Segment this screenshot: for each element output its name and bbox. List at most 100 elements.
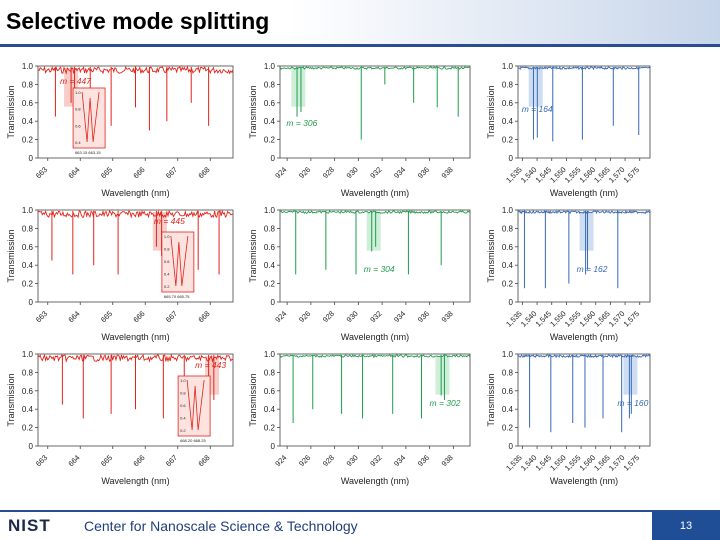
x-tick-label: 930 bbox=[345, 165, 360, 180]
x-tick-label: 930 bbox=[345, 309, 360, 324]
transmission-trace bbox=[37, 209, 234, 219]
spectra-figure-grid: 0 0.2 0.4 0.6 0.8 1.0 663 664 665 666 667 668 Wavele… bbox=[6, 62, 651, 486]
transmission-trace bbox=[517, 209, 651, 215]
mode-highlight bbox=[291, 68, 306, 107]
y-tick-label: 0.6 bbox=[502, 243, 514, 252]
mode-label: m = 447 bbox=[60, 76, 91, 86]
y-tick-label: 0 bbox=[509, 442, 514, 451]
spectrum-panel: 0 0.2 0.4 0.6 0.8 1.0 924 926 928 930 932 934 936 938… bbox=[248, 206, 471, 342]
y-tick-label: 0.6 bbox=[264, 243, 276, 252]
y-tick-label: 0.2 bbox=[264, 280, 276, 289]
x-tick-label: 664 bbox=[66, 453, 81, 468]
y-tick-label: 0.8 bbox=[502, 80, 514, 89]
y-tick-label: 0.6 bbox=[502, 99, 514, 108]
mode-label: m = 306 bbox=[286, 118, 317, 128]
x-axis-label: Wavelength (nm) bbox=[550, 188, 618, 198]
x-tick-label: 668 bbox=[196, 309, 211, 324]
mode-highlight bbox=[528, 68, 543, 107]
x-tick-label: 926 bbox=[297, 309, 312, 324]
plot-frame bbox=[37, 209, 234, 303]
mode-highlight bbox=[366, 212, 381, 251]
x-tick-label: 936 bbox=[416, 453, 431, 468]
y-tick-label: 0.4 bbox=[264, 117, 276, 126]
x-tick-label: 938 bbox=[440, 165, 455, 180]
x-axis-label: Wavelength (nm) bbox=[550, 476, 618, 486]
x-tick-label: 666 bbox=[131, 165, 146, 180]
x-tick-label: 666 bbox=[131, 453, 146, 468]
x-axis-label: Wavelength (nm) bbox=[550, 332, 618, 342]
inset-y-label: 0.6 bbox=[164, 259, 170, 264]
x-tick-label: 924 bbox=[273, 165, 288, 180]
inset-x-label: 663.15 663.15 bbox=[75, 150, 101, 155]
plot-frame bbox=[279, 65, 471, 159]
y-tick-label: 0.8 bbox=[264, 80, 276, 89]
inset-y-label: 1.0 bbox=[180, 378, 186, 383]
x-tick-label: 932 bbox=[368, 309, 383, 324]
inset-trace bbox=[186, 379, 205, 431]
y-tick-label: 0.4 bbox=[502, 405, 514, 414]
y-tick-label: 0.2 bbox=[502, 280, 514, 289]
y-tick-label: 0.4 bbox=[502, 261, 514, 270]
transmission-trace bbox=[279, 210, 471, 215]
x-tick-label: 1,575 bbox=[622, 453, 642, 473]
inset-y-label: 0.6 bbox=[180, 403, 186, 408]
footer-divider bbox=[0, 510, 720, 512]
x-axis-label: Wavelength (nm) bbox=[341, 476, 409, 486]
x-tick-label: 665 bbox=[99, 453, 114, 468]
y-axis-label: Transmission bbox=[486, 229, 496, 282]
mode-highlight bbox=[579, 212, 594, 251]
y-axis-label: Transmission bbox=[6, 85, 16, 138]
y-tick-label: 0.4 bbox=[264, 405, 276, 414]
y-tick-label: 1.0 bbox=[22, 62, 34, 71]
spectrum-panel: 0 0.2 0.4 0.6 0.8 1.0 924 926 928 930 932 934 936 938… bbox=[248, 350, 471, 486]
footer-center-name: Center for Nanoscale Science & Technolog… bbox=[84, 518, 358, 534]
y-axis-label: Transmission bbox=[248, 373, 258, 426]
inset-y-label: 0.4 bbox=[75, 140, 81, 145]
x-tick-label: 665 bbox=[99, 309, 114, 324]
y-tick-label: 1.0 bbox=[22, 206, 34, 215]
y-tick-label: 0.6 bbox=[264, 387, 276, 396]
transmission-trace bbox=[518, 65, 651, 71]
spectrum-panel: 00.20.40.60.81.01,5351,5401,5451,5501,55… bbox=[486, 350, 651, 486]
inset-trace bbox=[81, 91, 100, 143]
y-tick-label: 0.8 bbox=[264, 368, 276, 377]
y-tick-label: 0.6 bbox=[22, 387, 34, 396]
transmission-trace bbox=[279, 66, 471, 70]
plot-frame bbox=[279, 353, 471, 447]
y-tick-label: 0 bbox=[271, 154, 276, 163]
x-tick-label: 664 bbox=[66, 309, 81, 324]
y-tick-label: 0.4 bbox=[22, 405, 34, 414]
y-tick-label: 0 bbox=[271, 298, 276, 307]
x-tick-label: 928 bbox=[321, 453, 336, 468]
y-tick-label: 0.8 bbox=[22, 224, 34, 233]
mode-highlight bbox=[435, 356, 450, 395]
y-axis-label: Transmission bbox=[486, 85, 496, 138]
y-tick-label: 1.0 bbox=[264, 206, 276, 215]
y-tick-label: 0.2 bbox=[502, 424, 514, 433]
mode-label: m = 304 bbox=[364, 264, 395, 274]
x-tick-label: 668 bbox=[196, 453, 211, 468]
x-tick-label: 1,575 bbox=[622, 309, 642, 329]
inset-y-label: 0.8 bbox=[164, 247, 170, 252]
x-tick-label: 936 bbox=[416, 309, 431, 324]
mode-label: m = 443 bbox=[195, 360, 226, 370]
y-tick-label: 0.8 bbox=[502, 368, 514, 377]
y-tick-label: 0.4 bbox=[22, 117, 34, 126]
x-tick-label: 668 bbox=[196, 165, 211, 180]
inset-x-label: 665.70 665.75 bbox=[164, 294, 190, 299]
mode-label: m = 445 bbox=[154, 216, 185, 226]
y-tick-label: 1.0 bbox=[502, 62, 514, 71]
x-tick-label: 924 bbox=[273, 309, 288, 324]
x-tick-label: 932 bbox=[368, 165, 383, 180]
mode-label: m = 302 bbox=[430, 398, 461, 408]
y-tick-label: 1.0 bbox=[264, 62, 276, 71]
spectrum-panel: 00.20.40.60.81.01,5351,5401,5451,5501,55… bbox=[486, 206, 651, 342]
inset-y-label: 0.4 bbox=[180, 416, 186, 421]
y-axis-label: Transmission bbox=[6, 373, 16, 426]
y-tick-label: 0.8 bbox=[264, 224, 276, 233]
title-divider bbox=[0, 44, 720, 47]
y-tick-label: 1.0 bbox=[502, 350, 514, 359]
y-tick-label: 0.8 bbox=[22, 368, 34, 377]
x-tick-label: 664 bbox=[66, 165, 81, 180]
y-tick-label: 0.6 bbox=[502, 387, 514, 396]
